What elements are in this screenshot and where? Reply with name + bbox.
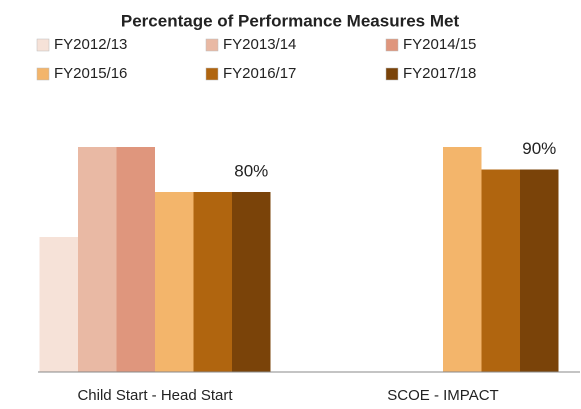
bar <box>78 147 117 372</box>
legend-label: FY2017/18 <box>403 65 476 82</box>
bar <box>520 169 559 372</box>
legend-swatch <box>36 67 50 81</box>
legend-label: FY2012/13 <box>54 36 127 53</box>
bar <box>481 169 520 372</box>
bar <box>39 237 78 372</box>
legend-label: FY2013/14 <box>223 36 296 53</box>
legend-label: FY2015/16 <box>54 65 127 82</box>
x-tick-label: Child Start - Head Start <box>77 387 233 404</box>
legend-swatch <box>385 67 399 81</box>
bar <box>193 192 232 372</box>
legend-label: FY2016/17 <box>223 65 296 82</box>
bar <box>232 192 271 372</box>
chart-title: Percentage of Performance Measures Met <box>121 11 460 30</box>
legend-swatch <box>205 67 219 81</box>
legend-swatch <box>36 38 50 52</box>
bar <box>443 147 482 372</box>
legend-swatch <box>385 38 399 52</box>
legend-swatch <box>205 38 219 52</box>
x-tick-label: SCOE - IMPACT <box>387 387 498 404</box>
bar <box>116 147 155 372</box>
bar <box>155 192 194 372</box>
data-label: 90% <box>522 139 556 158</box>
legend-label: FY2014/15 <box>403 36 476 53</box>
data-label: 80% <box>234 161 268 180</box>
